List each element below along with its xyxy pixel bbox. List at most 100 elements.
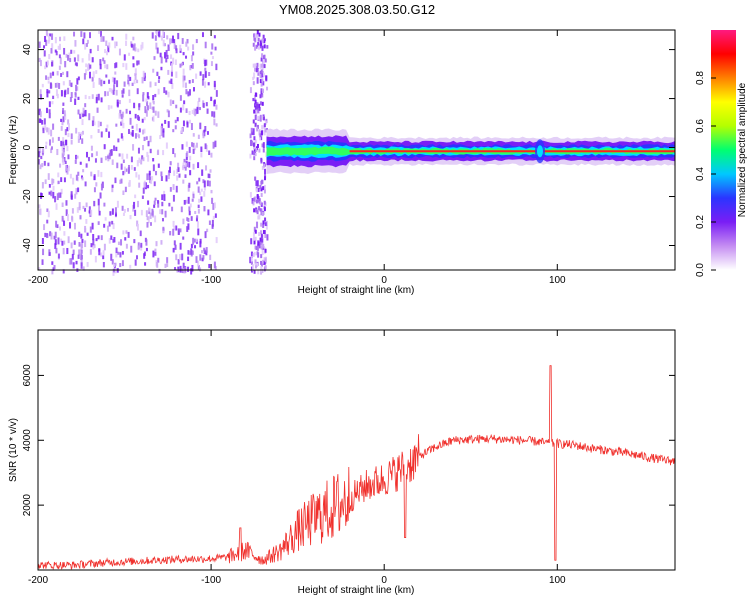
spectrogram-speckle: [176, 175, 179, 181]
spectrogram-speckle: [259, 230, 262, 235]
spectrogram-speckle: [132, 44, 135, 51]
spectrogram-speckle: [142, 187, 145, 194]
spectrogram-speckle: [46, 208, 49, 212]
spectrogram-speckle: [160, 66, 163, 71]
spectrogram-speckle: [93, 187, 96, 193]
spectrogram-speckle: [189, 65, 192, 71]
spectrogram-speckle: [260, 265, 263, 273]
spectrogram-speckle: [179, 254, 182, 260]
spectrogram-speckle: [253, 109, 256, 114]
spectrogram-speckle: [182, 269, 185, 274]
spectrogram-speckle: [111, 220, 114, 225]
spectrogram-speckle: [256, 66, 259, 71]
spectrogram-speckle: [118, 48, 121, 56]
spectrogram-speckle: [75, 188, 78, 195]
spectrogram-speckle: [78, 242, 81, 247]
spectrogram-speckle: [85, 69, 88, 75]
spectrogram-speckle: [38, 158, 41, 165]
spectrogram-speckle: [264, 168, 267, 175]
spectrogram-speckle: [92, 116, 95, 123]
spectrogram-speckle: [118, 100, 121, 105]
spectrogram-speckle: [250, 127, 253, 134]
spectrogram-speckle: [142, 145, 145, 151]
spectrogram-speckle: [64, 113, 67, 121]
spectrogram-speckle: [86, 39, 89, 44]
spectrogram-speckle: [116, 200, 119, 208]
spectrogram-speckle: [192, 133, 195, 137]
spectrogram-speckle: [121, 251, 124, 255]
spectrogram-speckle: [266, 234, 269, 241]
spectrogram-speckle: [97, 198, 100, 206]
spectrogram-speckle: [171, 67, 174, 72]
spectrogram-speckle: [104, 156, 107, 161]
spectrogram-speckle: [40, 94, 43, 100]
spectrogram-speckle: [106, 64, 109, 70]
spectrogram-speckle: [75, 84, 78, 92]
spectrogram-speckle: [166, 262, 169, 267]
spectrogram-speckle: [265, 151, 268, 157]
spectrogram-speckle: [48, 101, 51, 108]
spectrogram-speckle: [121, 94, 124, 98]
spectrogram-speckle: [253, 145, 256, 150]
spectrogram-speckle: [115, 247, 118, 254]
spectrogram-speckle: [108, 238, 111, 244]
spectrogram-speckle: [122, 190, 125, 196]
spectrogram-speckle: [79, 161, 82, 165]
spectrogram-speckle: [110, 90, 113, 94]
spectrogram-speckle: [145, 136, 148, 140]
spectrogram-speckle: [100, 252, 103, 257]
spectrogram-speckle: [53, 235, 56, 240]
spectrogram-speckle: [68, 52, 71, 60]
spectrogram-speckle: [75, 62, 78, 67]
spectrogram-speckle: [259, 201, 262, 206]
spectrogram-speckle: [141, 42, 144, 49]
spectrogram-speckle: [111, 208, 114, 215]
spectrogram-speckle: [52, 123, 55, 130]
spectrogram-speckle: [38, 267, 41, 271]
spectrogram-speckle: [187, 196, 190, 204]
spectrogram-speckle: [100, 35, 103, 42]
spectrogram-speckle: [258, 206, 261, 211]
spectrogram-speckle: [156, 47, 159, 54]
spectrogram-speckle: [186, 217, 189, 221]
spectrogram-speckle: [110, 235, 113, 240]
spectrogram-speckle: [185, 55, 188, 59]
spectrogram-speckle: [173, 43, 176, 49]
spectrogram-speckle: [83, 73, 86, 80]
spectrogram-speckle: [133, 167, 136, 171]
colorbar-tick-label: 0.2: [695, 215, 706, 229]
spectrogram-speckle: [190, 268, 193, 275]
spectrogram-speckle: [255, 180, 258, 186]
spectrogram-speckle: [104, 91, 107, 97]
spectrogram-speckle: [106, 225, 109, 232]
spectrogram-speckle: [199, 267, 202, 272]
spectrogram-speckle: [136, 223, 139, 231]
spectrogram-speckle: [58, 65, 61, 70]
spectrogram-speckle: [112, 89, 115, 95]
colorbar-ticks: 0.0 0.2 0.4 0.6 0.8: [695, 71, 716, 277]
spectrogram-speckle: [82, 169, 85, 173]
spectrogram-speckle: [107, 45, 110, 53]
spectrogram-speckle: [180, 62, 183, 67]
spectrogram-speckle: [57, 45, 60, 50]
spectrogram-speckle: [97, 221, 100, 225]
spectrogram-speckle: [161, 194, 164, 201]
spectrogram-speckle: [42, 248, 45, 256]
spectrogram-speckle: [78, 231, 81, 237]
spectrogram-speckle: [197, 265, 200, 270]
spectrogram-speckle: [201, 169, 204, 176]
spectrogram-speckle: [98, 77, 101, 85]
spectrogram-speckle: [110, 148, 113, 156]
spectrogram-speckle: [162, 30, 165, 38]
spectrogram-speckle: [260, 69, 263, 74]
spectrogram-speckle: [260, 88, 263, 95]
spectrogram-speckle: [260, 158, 263, 164]
spectrogram-speckle: [251, 150, 254, 155]
spectrogram-speckle: [263, 260, 266, 265]
spectrogram-speckle: [89, 226, 92, 233]
spectrogram-speckle: [136, 88, 139, 95]
spectrogram-speckle: [250, 238, 253, 245]
snr-y-ticks: 6000 4000 2000: [22, 364, 675, 516]
spectrogram-speckle: [120, 121, 123, 126]
spectrogram-speckle: [154, 197, 157, 201]
